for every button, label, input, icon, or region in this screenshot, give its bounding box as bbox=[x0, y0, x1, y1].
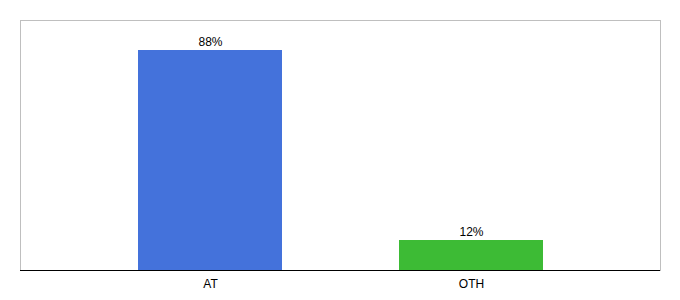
svg-text:OTH: OTH bbox=[459, 277, 484, 291]
svg-text:88%: 88% bbox=[198, 35, 222, 49]
svg-text:AT: AT bbox=[203, 277, 218, 291]
svg-text:12%: 12% bbox=[459, 225, 483, 239]
